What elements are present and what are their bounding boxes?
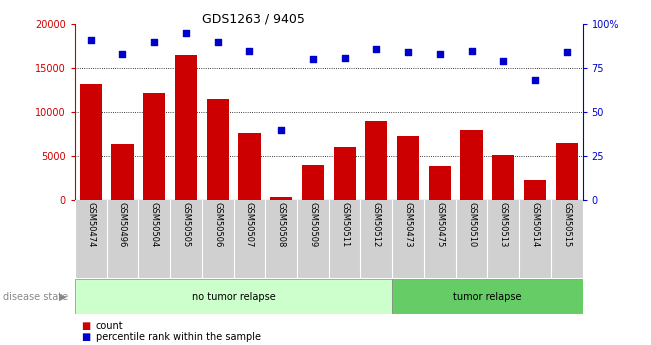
Point [562,50,572,55]
Text: GSM50505: GSM50505 [182,203,191,248]
Text: GSM50513: GSM50513 [499,203,508,248]
Text: GSM50514: GSM50514 [531,203,540,248]
Text: GSM50474: GSM50474 [86,203,95,248]
Bar [392,279,583,314]
Text: tumor relapse: tumor relapse [453,292,521,302]
Bar [429,166,451,200]
Text: GSM50504: GSM50504 [150,203,159,248]
Bar [143,93,165,200]
Text: ▶: ▶ [59,292,67,302]
Point [308,57,318,62]
Text: GSM50475: GSM50475 [436,203,445,248]
Text: GSM50473: GSM50473 [404,203,413,248]
Bar [206,99,229,200]
Bar [365,121,387,200]
Point [371,46,381,51]
Text: ■: ■ [81,321,90,331]
Text: GSM50506: GSM50506 [213,203,222,248]
Point [244,48,255,53]
Text: count: count [96,321,123,331]
Point [85,37,96,43]
Bar [79,84,102,200]
Bar [556,143,578,200]
Bar [238,133,260,200]
Point [339,55,350,60]
Text: GSM50507: GSM50507 [245,203,254,248]
Point [149,39,159,45]
Point [276,127,286,132]
Text: percentile rank within the sample: percentile rank within the sample [96,333,260,342]
Bar [397,136,419,200]
Point [530,78,540,83]
Text: GSM50512: GSM50512 [372,203,381,248]
Point [181,30,191,36]
Text: GSM50515: GSM50515 [562,203,572,248]
Point [117,51,128,57]
Bar [175,55,197,200]
Text: GSM50510: GSM50510 [467,203,476,248]
Bar [75,279,392,314]
Text: GSM50509: GSM50509 [309,203,318,248]
Bar [333,147,355,200]
Point [435,51,445,57]
Text: GSM50496: GSM50496 [118,203,127,248]
Text: GSM50508: GSM50508 [277,203,286,248]
Bar [270,197,292,200]
Point [498,58,508,64]
Bar [111,144,133,200]
Point [466,48,477,53]
Bar [524,180,546,200]
Text: no tumor relapse: no tumor relapse [191,292,275,302]
Text: ■: ■ [81,333,90,342]
Text: disease state: disease state [3,292,68,302]
Text: GDS1263 / 9405: GDS1263 / 9405 [202,12,305,25]
Bar [460,130,482,200]
Bar [492,155,514,200]
Point [212,39,223,45]
Bar [302,165,324,200]
Point [403,50,413,55]
Text: GSM50511: GSM50511 [340,203,349,248]
